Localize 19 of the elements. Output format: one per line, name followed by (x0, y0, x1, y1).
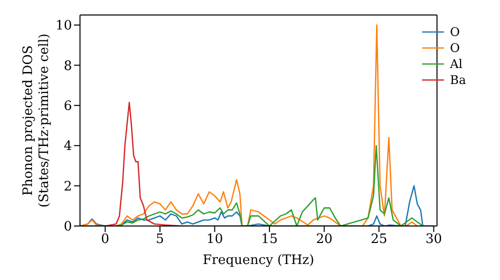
legend-label: O (450, 40, 460, 56)
legend-label: O (450, 24, 460, 40)
x-tick-label: 15 (261, 232, 278, 248)
x-tick-label: 20 (316, 232, 332, 248)
x-tick-label: 10 (206, 232, 223, 248)
y-tick-label: 4 (64, 139, 72, 154)
x-tick-label: 25 (370, 232, 388, 248)
y-tick-label: 10 (55, 18, 72, 34)
x-axis-title: Frequency (THz) (202, 253, 314, 268)
x-tick-label: 30 (425, 232, 442, 248)
x-tick-label: 5 (156, 232, 164, 248)
y-tick-label: 0 (64, 220, 72, 235)
y-tick-label: 6 (64, 99, 72, 114)
y-tick-label: 2 (64, 179, 72, 194)
x-tick-label: 0 (101, 232, 110, 248)
y-axis-title: Phonon projected DOS (States/THz·primitive cell) (21, 33, 52, 208)
legend-label: Al (450, 56, 463, 72)
legend-label: Ba (450, 72, 466, 88)
y-tick-label: 8 (64, 58, 72, 74)
